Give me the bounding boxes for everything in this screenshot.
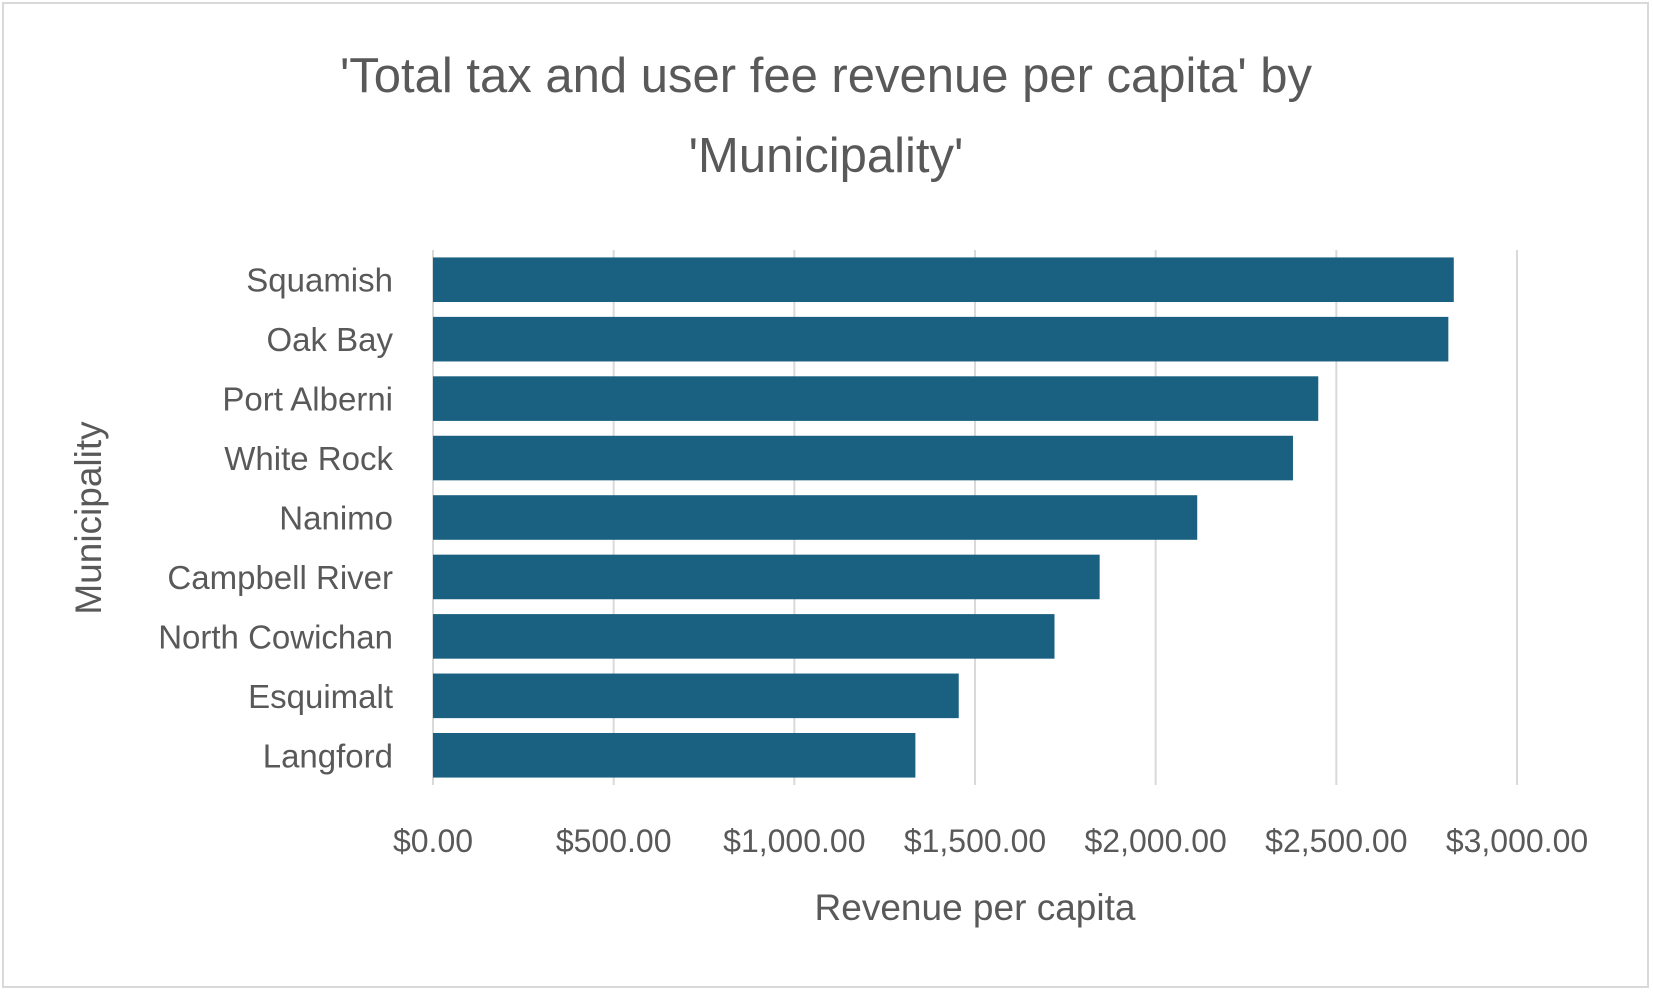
bar [433, 673, 959, 719]
bar [433, 316, 1449, 362]
category-labels: Squamish Oak Bay Port Alberni White Rock Nan… [158, 262, 393, 775]
x-tick-label: $3,000.00 [1446, 823, 1588, 859]
x-tick-label: $0.00 [393, 823, 473, 859]
bar [433, 554, 1100, 600]
bar [433, 495, 1198, 540]
bars [433, 257, 1454, 778]
category-label: Campbell River [167, 559, 393, 596]
category-label: North Cowichan [158, 618, 393, 655]
x-tick-label: $2,000.00 [1084, 823, 1226, 859]
category-label: Squamish [246, 262, 393, 299]
category-label: Oak Bay [266, 321, 393, 358]
chart-title-line-1: 'Total tax and user fee revenue per capi… [340, 49, 1313, 103]
x-axis-title: Revenue per capita [815, 887, 1136, 928]
category-label: Esquimalt [248, 678, 393, 715]
y-axis-title: Municipality [68, 421, 109, 615]
category-label: White Rock [224, 440, 393, 477]
x-tick-labels: $0.00 $500.00 $1,000.00 $1,500.00 $2,000.00 $… [393, 823, 1588, 859]
chart-title-line-2: 'Municipality' [689, 129, 964, 183]
bar [433, 257, 1454, 303]
bar [433, 614, 1055, 659]
category-label: Langford [263, 737, 393, 774]
x-tick-label: $1,500.00 [904, 823, 1046, 859]
x-tick-label: $2,500.00 [1265, 823, 1407, 859]
bar [433, 732, 916, 778]
x-tick-label: $500.00 [556, 823, 672, 859]
bar [433, 435, 1293, 481]
category-label: Nanimo [279, 500, 393, 537]
x-tick-label: $1,000.00 [723, 823, 865, 859]
category-label: Port Alberni [222, 381, 393, 418]
bar [433, 376, 1319, 421]
